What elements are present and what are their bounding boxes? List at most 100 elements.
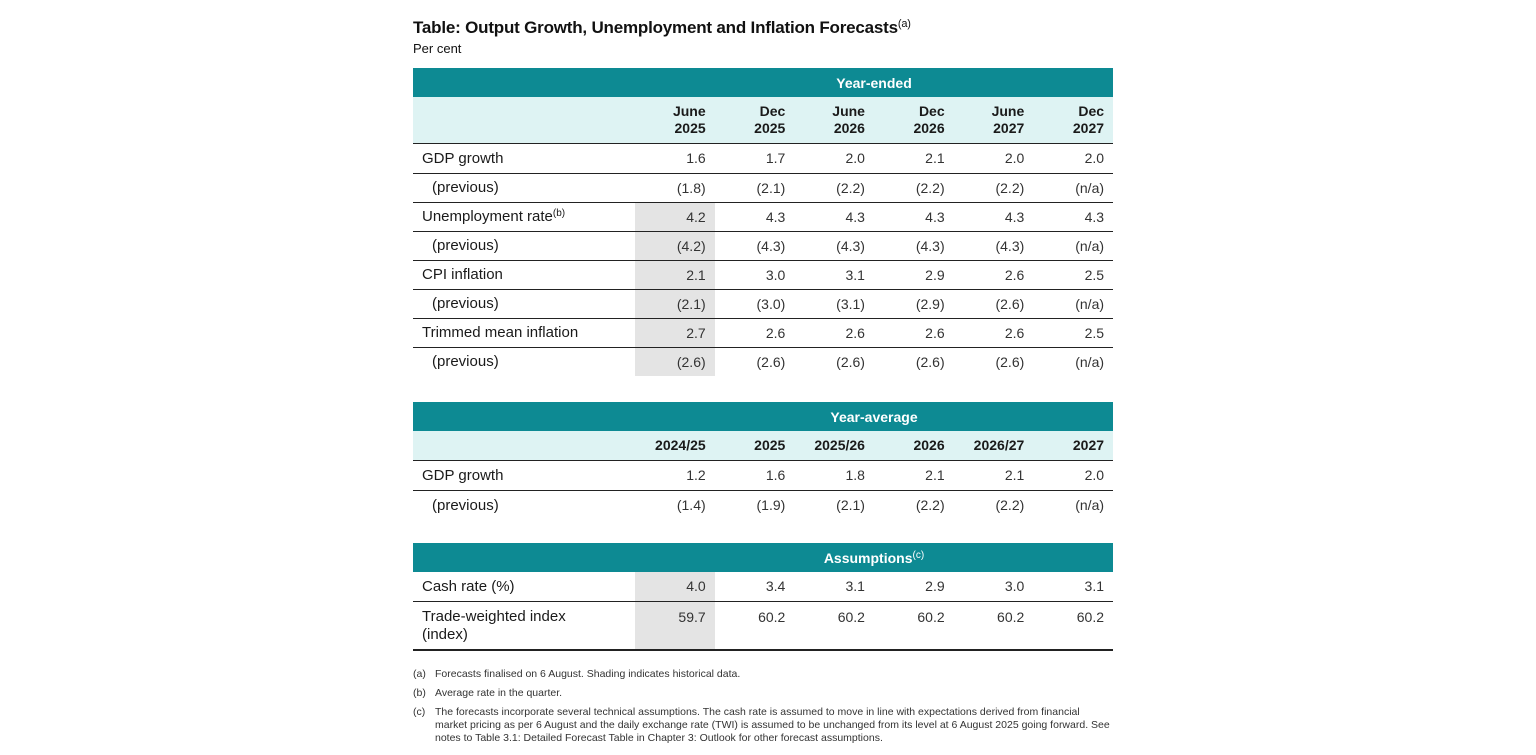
table-cell: 2.1 bbox=[873, 142, 954, 173]
table-row: (previous) (2.6) (2.6) (2.6) (2.6) (2.6)… bbox=[413, 346, 1114, 376]
row-label: (previous) bbox=[413, 346, 635, 376]
table-title-text: Table: Output Growth, Unemployment and I… bbox=[413, 18, 898, 37]
table-row: Unemployment rate(b) 4.2 4.3 4.3 4.3 4.3… bbox=[413, 201, 1114, 231]
table-cell: 2.6 bbox=[953, 317, 1034, 347]
table-cell: (n/a) bbox=[1033, 172, 1114, 202]
table-cell: 4.0 bbox=[635, 572, 715, 601]
table-cell: (2.6) bbox=[873, 346, 954, 376]
table-cell: 60.2 bbox=[873, 600, 954, 651]
table-cell: 2.5 bbox=[1033, 259, 1114, 289]
row-label: Trade-weighted index (index) bbox=[413, 600, 635, 651]
column-header: 2026 bbox=[873, 431, 954, 460]
column-header: 2025 bbox=[714, 431, 795, 460]
column-header: Dec 2027 bbox=[1033, 97, 1114, 143]
row-label: (previous) bbox=[413, 172, 635, 202]
header-blank bbox=[413, 431, 635, 460]
column-header: 2024/25 bbox=[635, 431, 715, 460]
column-header: June 2026 bbox=[794, 97, 874, 143]
footnote-marker: (a) bbox=[413, 668, 426, 680]
table-cell: 3.0 bbox=[714, 259, 795, 289]
table-cell: 1.7 bbox=[714, 142, 795, 173]
table-cell: (1.8) bbox=[635, 172, 715, 202]
table-row: Trimmed mean inflation 2.7 2.6 2.6 2.6 2… bbox=[413, 317, 1114, 347]
table-cell: (4.3) bbox=[953, 230, 1034, 260]
table-cell: 2.0 bbox=[953, 142, 1034, 173]
table-cell: (2.2) bbox=[873, 172, 954, 202]
table-cell: 2.1 bbox=[953, 459, 1034, 490]
year-average-band: Year-average bbox=[413, 402, 1114, 431]
table-cell: 2.0 bbox=[1033, 459, 1114, 490]
table-row: CPI inflation 2.1 3.0 3.1 2.9 2.6 2.5 bbox=[413, 259, 1114, 289]
column-header: Dec 2026 bbox=[873, 97, 954, 143]
year-ended-band-label: Year-ended bbox=[413, 68, 1114, 97]
table-cell: 2.6 bbox=[714, 317, 795, 347]
footnote-marker: (b) bbox=[413, 687, 426, 699]
table-cell: 3.1 bbox=[1084, 578, 1104, 595]
footnotes: (a) Forecasts finalised on 6 August. Shad… bbox=[413, 668, 1113, 751]
table-cell: (n/a) bbox=[1033, 346, 1114, 376]
table-cell: (1.9) bbox=[714, 489, 795, 520]
table-row: (previous) (1.8) (2.1) (2.2) (2.2) (2.2)… bbox=[413, 172, 1114, 202]
table-cell: 4.3 bbox=[714, 201, 795, 231]
footnote-text: The forecasts incorporate several techni… bbox=[435, 706, 1110, 744]
column-header: 2025/26 bbox=[794, 431, 874, 460]
table-cell: 2.6 bbox=[873, 317, 954, 347]
table-row: (previous) (4.2) (4.3) (4.3) (4.3) (4.3)… bbox=[413, 230, 1114, 260]
assumptions-band: Assumptions(c) bbox=[413, 543, 1113, 572]
table-cell: (2.2) bbox=[953, 172, 1034, 202]
footnote-marker: (c) bbox=[912, 549, 925, 561]
table-cell: 1.2 bbox=[635, 459, 715, 490]
table-row: Trade-weighted index (index) 59.7 60.2 60… bbox=[413, 600, 1113, 651]
table-cell: 2.0 bbox=[794, 142, 874, 173]
table-cell: (3.1) bbox=[794, 288, 874, 318]
assumptions-table: Assumptions(c) Cash rate (%) 4.0 3.4 3.1… bbox=[413, 543, 1113, 651]
footnote-text: Average rate in the quarter. bbox=[435, 687, 563, 699]
row-label: (previous) bbox=[413, 489, 635, 520]
table-cell: (3.0) bbox=[714, 288, 795, 318]
table-cell: (2.6) bbox=[953, 346, 1034, 376]
table-cell: (4.3) bbox=[714, 230, 795, 260]
row-label: Cash rate (%) bbox=[422, 577, 515, 595]
column-header: 2026/27 bbox=[953, 431, 1034, 460]
year-ended-header-row: June 2025 Dec 2025 June 2026 Dec 2026 June 20… bbox=[413, 97, 1114, 143]
table-cell: 2.6 bbox=[953, 259, 1034, 289]
table-cell: 60.2 bbox=[1033, 600, 1113, 651]
table-cell: (2.2) bbox=[953, 489, 1034, 520]
table-cell: (n/a) bbox=[1033, 230, 1114, 260]
table-row: (previous) (1.4) (1.9) (2.1) (2.2) (2.2)… bbox=[413, 489, 1114, 520]
table-cell: 1.6 bbox=[714, 459, 795, 490]
table-cell: 60.2 bbox=[794, 600, 874, 651]
footnote-marker: (c) bbox=[413, 706, 426, 718]
table-cell: (2.6) bbox=[794, 346, 874, 376]
table-cell: 4.3 bbox=[1033, 201, 1114, 231]
table-cell: 4.3 bbox=[794, 201, 874, 231]
table-cell: (2.6) bbox=[635, 346, 715, 376]
table-cell: 4.3 bbox=[953, 201, 1034, 231]
footnote-a: (a) Forecasts finalised on 6 August. Shad… bbox=[413, 668, 1113, 681]
table-cell: 2.1 bbox=[873, 459, 954, 490]
assumptions-band-label: Assumptions(c) bbox=[413, 543, 1113, 572]
year-ended-table: Year-ended June 2025 Dec 2025 June 2026 Dec… bbox=[413, 68, 1114, 376]
table-cell: (2.6) bbox=[714, 346, 795, 376]
year-average-table: Year-average 2024/25 2025 2025/26 2026 2… bbox=[413, 402, 1114, 520]
table-cell: 4.3 bbox=[873, 201, 954, 231]
table-cell: 1.8 bbox=[794, 459, 874, 490]
table-cell: 59.7 bbox=[635, 600, 715, 651]
table-cell: 1.6 bbox=[635, 142, 715, 173]
table-row: GDP growth 1.2 1.6 1.8 2.1 2.1 2.0 bbox=[413, 459, 1114, 490]
table-subtitle: Per cent bbox=[413, 41, 462, 56]
table-title: Table: Output Growth, Unemployment and I… bbox=[413, 18, 911, 38]
table-cell: 3.4 bbox=[765, 578, 786, 595]
row-label: (previous) bbox=[413, 288, 635, 318]
table-cell: 2.7 bbox=[635, 317, 715, 347]
year-ended-band: Year-ended bbox=[413, 68, 1114, 97]
table-cell: 4.2 bbox=[635, 201, 715, 231]
table-cell: (4.3) bbox=[794, 230, 874, 260]
column-header: 2027 bbox=[1033, 431, 1114, 460]
table-cell: 60.2 bbox=[953, 600, 1034, 651]
title-footnote-marker: (a) bbox=[897, 18, 911, 30]
year-average-header-row: 2024/25 2025 2025/26 2026 2026/27 2027 bbox=[413, 431, 1114, 460]
table-cell: (2.6) bbox=[953, 288, 1034, 318]
row-label: GDP growth bbox=[413, 459, 635, 490]
table-cell: 2.9 bbox=[873, 259, 954, 289]
